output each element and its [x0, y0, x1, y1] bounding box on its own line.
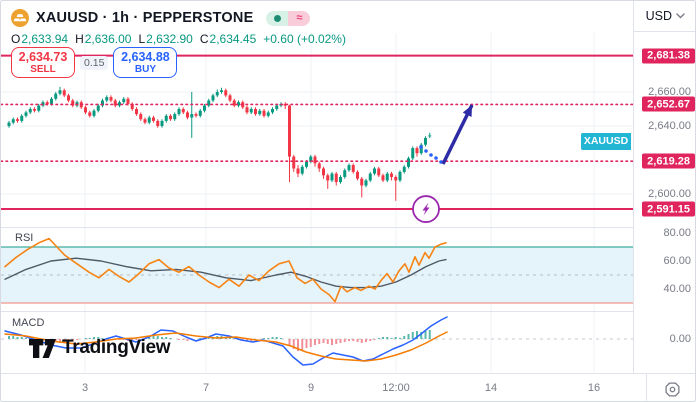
time-axis[interactable]: 3 7 9 12:00 14 16: [1, 373, 695, 401]
sell-button[interactable]: 2,634.73 SELL: [11, 47, 75, 78]
currency-selector[interactable]: USD: [646, 9, 685, 23]
gold-symbol-icon: [11, 9, 29, 27]
rsi-tick-label: 80.00: [663, 227, 691, 239]
spread-value: 0.15: [80, 55, 109, 70]
price-level-badge: 2,591.15: [642, 201, 695, 217]
macd-pane-label: MACD: [12, 317, 45, 329]
price-level-badge: 2,619.28: [642, 153, 695, 169]
trade-buttons: 2,634.73 SELL 0.15 2,634.88 BUY: [11, 47, 178, 78]
price-level-badge: 2,681.38: [642, 48, 695, 64]
sell-label: SELL: [30, 64, 56, 75]
high-value: H2,636.00: [75, 32, 132, 46]
rsi-tick-label: 40.00: [663, 283, 691, 295]
chevron-down-icon: [676, 13, 685, 19]
buy-button[interactable]: 2,634.88 BUY: [113, 47, 178, 78]
time-tick-label: 16: [587, 382, 601, 394]
price-tick-label: 2,600.00: [648, 188, 691, 200]
buy-price: 2,634.88: [121, 50, 170, 64]
price-axis[interactable]: USD 2,660.00 2,640.00 2,600.00 2,681.38 2,65…: [633, 1, 695, 373]
open-value: O2,633.94: [11, 32, 69, 46]
time-tick-label: 14: [484, 382, 498, 394]
low-value: L2,632.90: [138, 32, 193, 46]
time-tick-label: 12:00: [382, 382, 410, 394]
tradingview-logo-icon: [29, 338, 56, 358]
price-level-badge: 2,652.67: [642, 96, 695, 112]
symbol-price-flag: XAUUSD: [581, 133, 631, 151]
delayed-data-icon: ≈: [288, 10, 311, 26]
time-tick-label: 3: [81, 382, 89, 394]
rsi-tick-label: 60.00: [663, 255, 691, 267]
chart-canvas[interactable]: [1, 1, 633, 373]
gear-icon: [664, 381, 680, 397]
price-tick-label: 2,660.00: [648, 86, 691, 98]
watermark-text: TradingView: [62, 337, 171, 358]
time-tick-label: 9: [307, 382, 315, 394]
axis-separator: [634, 31, 695, 32]
chart-header: XAUUSD · 1h · PEPPERSTONE ≈ O2,633.94 H2…: [11, 8, 346, 46]
market-open-status-icon: [266, 10, 289, 26]
ohlc-readout: O2,633.94 H2,636.00 L2,632.90 C2,634.45 …: [11, 32, 346, 46]
change-value: +0.60 (+0.02%): [263, 32, 346, 46]
tradingview-watermark: TradingView: [29, 337, 171, 359]
close-value: C2,634.45: [199, 32, 257, 46]
symbol-title[interactable]: XAUUSD · 1h · PEPPERSTONE: [36, 10, 254, 26]
timezone-settings-button[interactable]: [646, 374, 695, 401]
lightning-alert-button[interactable]: [412, 195, 440, 223]
price-tick-label: 2,640.00: [648, 120, 691, 132]
macd-tick-label: 0.00: [669, 333, 691, 345]
buy-label: BUY: [134, 64, 156, 75]
currency-label: USD: [645, 9, 672, 23]
rsi-pane-label: RSI: [15, 232, 34, 244]
time-tick-label: 7: [202, 382, 210, 394]
sell-price: 2,634.73: [18, 50, 68, 64]
